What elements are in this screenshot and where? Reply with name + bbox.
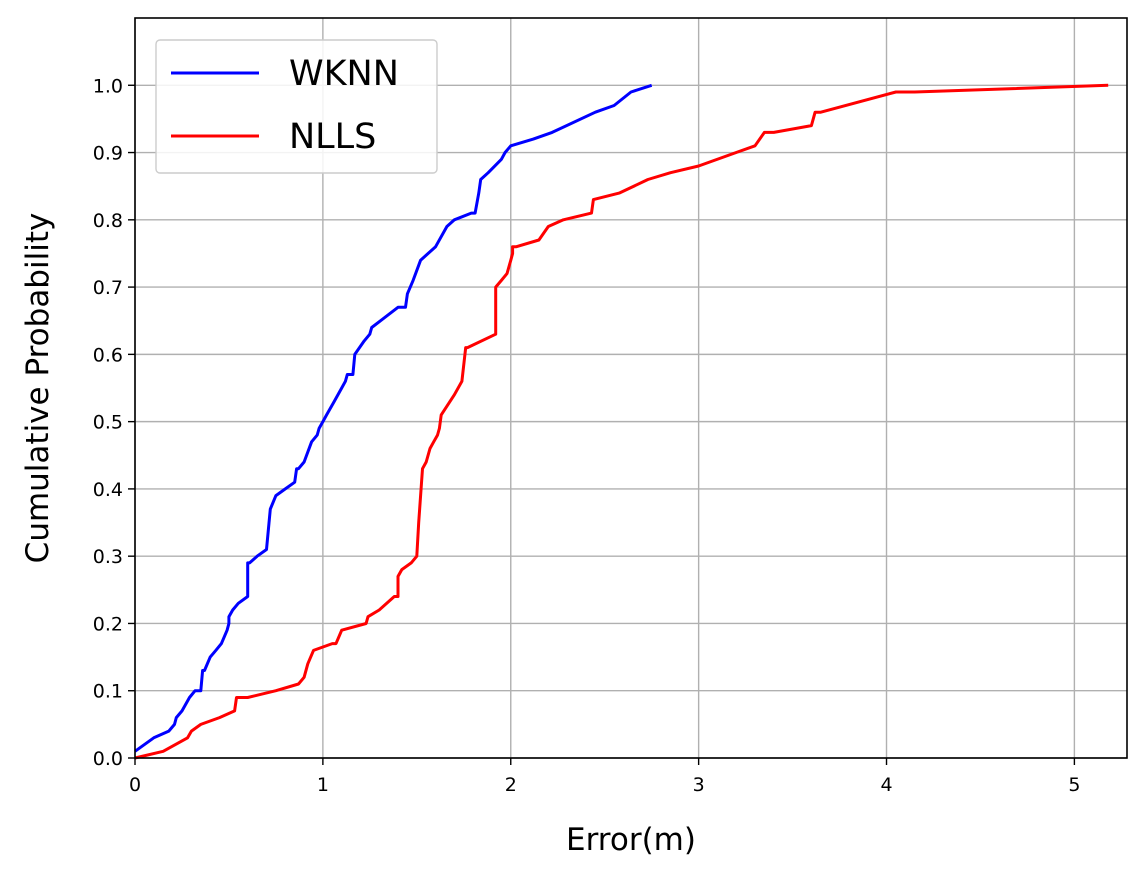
y-tick-label: 0.2 — [93, 613, 123, 635]
y-tick-label: 0.6 — [93, 344, 123, 366]
legend: WKNN NLLS — [155, 39, 438, 174]
y-tick-label: 0.0 — [93, 748, 123, 770]
y-tick-label: 0.3 — [93, 546, 123, 568]
series-lines — [134, 83, 1109, 760]
x-tick-label: 4 — [880, 774, 892, 796]
plot-frame — [134, 17, 1128, 759]
y-tick-label: 0.7 — [93, 277, 123, 299]
x-tick-label: 0 — [129, 774, 141, 796]
y-axis-label: Cumulative Probability — [20, 213, 56, 564]
series-line-nlls — [134, 83, 1109, 760]
grid — [134, 18, 1127, 759]
x-tick-label: 2 — [505, 774, 517, 796]
series-line-wknn — [134, 83, 653, 753]
x-tick-label: 1 — [317, 774, 329, 796]
y-tick-label: 1.0 — [93, 75, 123, 97]
y-tick-label: 0.9 — [93, 143, 123, 165]
y-tick-label: 0.5 — [93, 412, 123, 434]
x-axis-label: Error(m) — [566, 822, 696, 858]
y-tick-label: 0.1 — [93, 681, 123, 703]
y-tick-label: 0.8 — [93, 210, 123, 232]
legend-label-wknn: WKNN — [289, 54, 399, 94]
legend-label-nlls: NLLS — [289, 117, 376, 157]
axis-ticks: 0 1 2 3 4 5 0.0 0.1 0.2 0.3 0.4 0.5 0.6 0.7 0.8 0.9 1.0 — [93, 75, 1081, 796]
y-tick-label: 0.4 — [93, 479, 123, 501]
x-tick-label: 3 — [693, 774, 705, 796]
x-tick-label: 5 — [1068, 774, 1080, 796]
